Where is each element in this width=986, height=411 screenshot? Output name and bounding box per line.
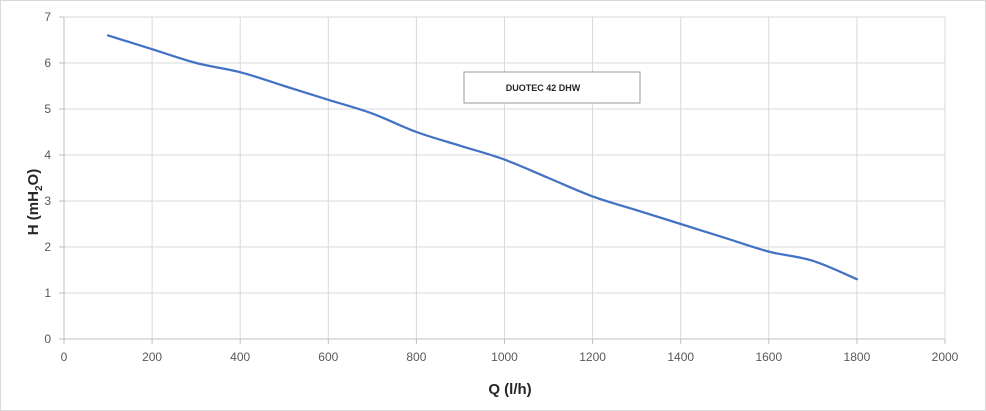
y-axis-title-main: H (mH bbox=[25, 191, 42, 235]
x-tick-label: 2000 bbox=[932, 350, 959, 364]
y-tick-label: 4 bbox=[44, 148, 51, 162]
axes bbox=[59, 16, 946, 344]
y-tick-labels: 0 1 2 3 4 5 6 7 bbox=[44, 10, 51, 346]
x-tick-labels: 0 200 400 600 800 1000 1200 1400 1600 1800 2000 bbox=[61, 350, 959, 364]
x-tick-label: 600 bbox=[318, 350, 338, 364]
y-tick-label: 0 bbox=[44, 332, 51, 346]
y-axis-title-end: O) bbox=[25, 169, 42, 186]
data-point bbox=[503, 158, 505, 160]
data-point bbox=[724, 237, 726, 239]
data-point bbox=[239, 71, 241, 73]
data-point bbox=[459, 145, 461, 147]
y-tick-label: 7 bbox=[44, 10, 51, 24]
series-line bbox=[106, 34, 859, 281]
x-tick-label: 800 bbox=[406, 350, 426, 364]
x-tick-label: 1800 bbox=[844, 350, 871, 364]
data-point bbox=[107, 34, 109, 36]
y-axis-title-subscript: 2 bbox=[34, 185, 45, 191]
data-point bbox=[195, 62, 197, 64]
data-point bbox=[635, 209, 637, 211]
data-point bbox=[812, 260, 814, 262]
data-point bbox=[327, 99, 329, 101]
x-tick-label: 0 bbox=[61, 350, 68, 364]
data-point bbox=[768, 250, 770, 252]
data-point bbox=[151, 48, 153, 50]
y-tick-label: 3 bbox=[44, 194, 51, 208]
legend: DUOTEC 42 DHW bbox=[463, 71, 641, 104]
y-tick-label: 5 bbox=[44, 102, 51, 116]
x-tick-label: 200 bbox=[142, 350, 162, 364]
gridlines bbox=[64, 16, 946, 339]
x-tick-label: 1000 bbox=[491, 350, 518, 364]
series-layer bbox=[106, 34, 859, 281]
x-tick-label: 1400 bbox=[667, 350, 694, 364]
data-point bbox=[547, 177, 549, 179]
x-tick-label: 1600 bbox=[755, 350, 782, 364]
x-tick-label: 1200 bbox=[579, 350, 606, 364]
legend-box bbox=[463, 71, 641, 104]
y-tick-label: 6 bbox=[44, 56, 51, 70]
legend-series-name: DUOTEC 42 DHW bbox=[506, 83, 581, 93]
x-tick-label: 400 bbox=[230, 350, 250, 364]
data-point bbox=[680, 223, 682, 225]
data-point bbox=[371, 112, 373, 114]
data-point bbox=[283, 85, 285, 87]
y-axis-title: H (mH2O) bbox=[25, 169, 45, 235]
data-point bbox=[591, 195, 593, 197]
x-axis-title: Q (l/h) bbox=[488, 381, 531, 398]
y-tick-label: 1 bbox=[44, 286, 51, 300]
data-point bbox=[856, 278, 858, 280]
data-point bbox=[415, 131, 417, 133]
y-tick-label: 2 bbox=[44, 240, 51, 254]
